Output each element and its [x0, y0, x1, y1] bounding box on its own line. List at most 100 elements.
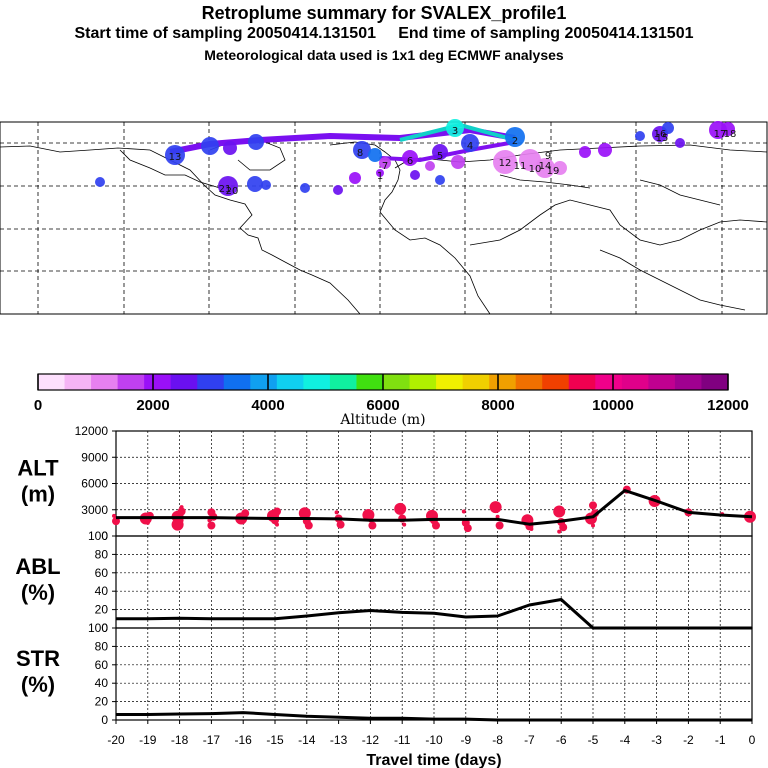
altitude-scatter-point — [461, 509, 466, 514]
x-tick-label: -18 — [171, 733, 189, 747]
colorbar-swatch — [489, 374, 517, 390]
altitude-scatter-point — [495, 514, 500, 519]
x-tick-label: -4 — [619, 733, 630, 747]
x-tick-label: -5 — [588, 733, 599, 747]
altitude-scatter-point — [275, 522, 279, 527]
end-time-label: End time of sampling 20050414.131501 — [398, 25, 694, 42]
colorbar-swatch — [701, 374, 729, 390]
plume-release-label: 12 — [499, 158, 512, 169]
sampling-times: Start time of sampling 20050414.131501 E… — [0, 25, 768, 43]
colorbar-swatch — [542, 374, 570, 390]
series-line — [116, 489, 753, 526]
colorbar-swatch — [515, 374, 543, 390]
colorbar-tick-label: 12000 — [707, 397, 749, 414]
x-tick-label: -8 — [492, 733, 503, 747]
x-tick-label: -2 — [683, 733, 694, 747]
plume-release-label: 10 — [529, 164, 542, 175]
colorbar-tick-label: 0 — [34, 397, 42, 414]
altitude-scatter-point — [145, 520, 150, 525]
altitude-scatter-point — [529, 527, 534, 531]
colorbar-swatch — [409, 374, 437, 390]
y-tick-label: 3000 — [81, 503, 108, 517]
x-tick-label: -16 — [235, 733, 253, 747]
series-line — [116, 711, 752, 722]
altitude-scatter-point — [463, 524, 472, 533]
plume-position-marker — [248, 134, 264, 150]
x-tick-label: -20 — [107, 733, 125, 747]
plume-release-label: 1 — [377, 171, 383, 182]
altitude-scatter-point — [489, 501, 502, 514]
plume-release-label: 9 — [545, 151, 551, 162]
plume-position-marker — [247, 176, 263, 192]
altitude-scatter-point — [402, 522, 407, 527]
plume-release-label: 11 — [514, 161, 527, 172]
x-tick-label: -1 — [715, 733, 726, 747]
plume-release-label: 15 — [656, 133, 669, 144]
altitude-scatter-point — [171, 518, 184, 531]
plume-release-label: 13 — [169, 152, 182, 163]
colorbar-swatch — [64, 374, 92, 390]
x-tick-label: -3 — [651, 733, 662, 747]
y-tick-label: 80 — [95, 547, 109, 561]
altitude-scatter-point — [207, 518, 212, 523]
panel-y-unit: (m) — [21, 482, 55, 507]
altitude-scatter-point — [557, 529, 562, 534]
plume-release-label: 18 — [724, 129, 737, 140]
colorbar-swatch — [568, 374, 596, 390]
colorbar-swatch — [383, 374, 411, 390]
panel-y-unit: (%) — [21, 580, 55, 605]
plume-release-label: 7 — [382, 161, 388, 172]
colorbar-swatch — [436, 374, 464, 390]
x-tick-label: -19 — [139, 733, 157, 747]
x-tick-label: -10 — [425, 733, 443, 747]
altitude-scatter-point — [336, 520, 345, 529]
y-tick-label: 100 — [88, 621, 108, 635]
plume-position-marker — [432, 144, 448, 160]
y-tick-label: 0 — [101, 713, 108, 727]
colorbar-swatch — [170, 374, 198, 390]
colorbar-swatch — [38, 374, 66, 390]
y-tick-label: 40 — [95, 584, 109, 598]
x-tick-label: -7 — [524, 733, 535, 747]
y-tick-label: 80 — [95, 639, 109, 653]
plume-position-marker — [675, 138, 685, 148]
altitude-scatter-point — [241, 520, 246, 524]
y-tick-label: 12000 — [75, 424, 109, 438]
plume-position-marker — [300, 183, 310, 193]
colorbar-tick-label: 8000 — [481, 397, 514, 414]
colorbar-swatch — [648, 374, 676, 390]
y-tick-label: 20 — [95, 603, 109, 617]
colorbar-swatch — [303, 374, 331, 390]
plume-position-marker — [201, 137, 219, 155]
plume-position-marker — [333, 185, 343, 195]
colorbar-swatch — [197, 374, 225, 390]
y-tick-label: 100 — [88, 529, 108, 543]
plume-position-marker — [349, 172, 361, 184]
colorbar-swatch — [91, 374, 119, 390]
panel-y-label: STR — [16, 646, 60, 671]
plume-position-marker — [425, 161, 435, 171]
x-tick-label: -6 — [556, 733, 567, 747]
plume-position-marker — [261, 180, 271, 190]
colorbar-swatch — [356, 374, 384, 390]
plume-position-marker — [165, 145, 185, 165]
map-frame — [0, 121, 768, 315]
altitude-scatter-point — [112, 517, 120, 526]
colorbar-swatch — [276, 374, 304, 390]
plume-position-marker — [368, 148, 382, 162]
plume-release-label: 8 — [357, 148, 363, 159]
y-tick-label: 60 — [95, 566, 109, 580]
altitude-scatter-point — [179, 505, 184, 510]
colorbar-swatch — [223, 374, 251, 390]
colorbar-swatch — [462, 374, 490, 390]
plume-position-marker — [446, 119, 464, 137]
colorbar-tick-label: 4000 — [251, 397, 284, 414]
altitude-scatter-point — [207, 521, 216, 530]
plume-release-label: 3 — [452, 126, 458, 137]
colorbar-swatch — [595, 374, 623, 390]
x-tick-label: -14 — [298, 733, 316, 747]
x-tick-label: -12 — [362, 733, 380, 747]
altitude-scatter-point — [298, 507, 311, 520]
